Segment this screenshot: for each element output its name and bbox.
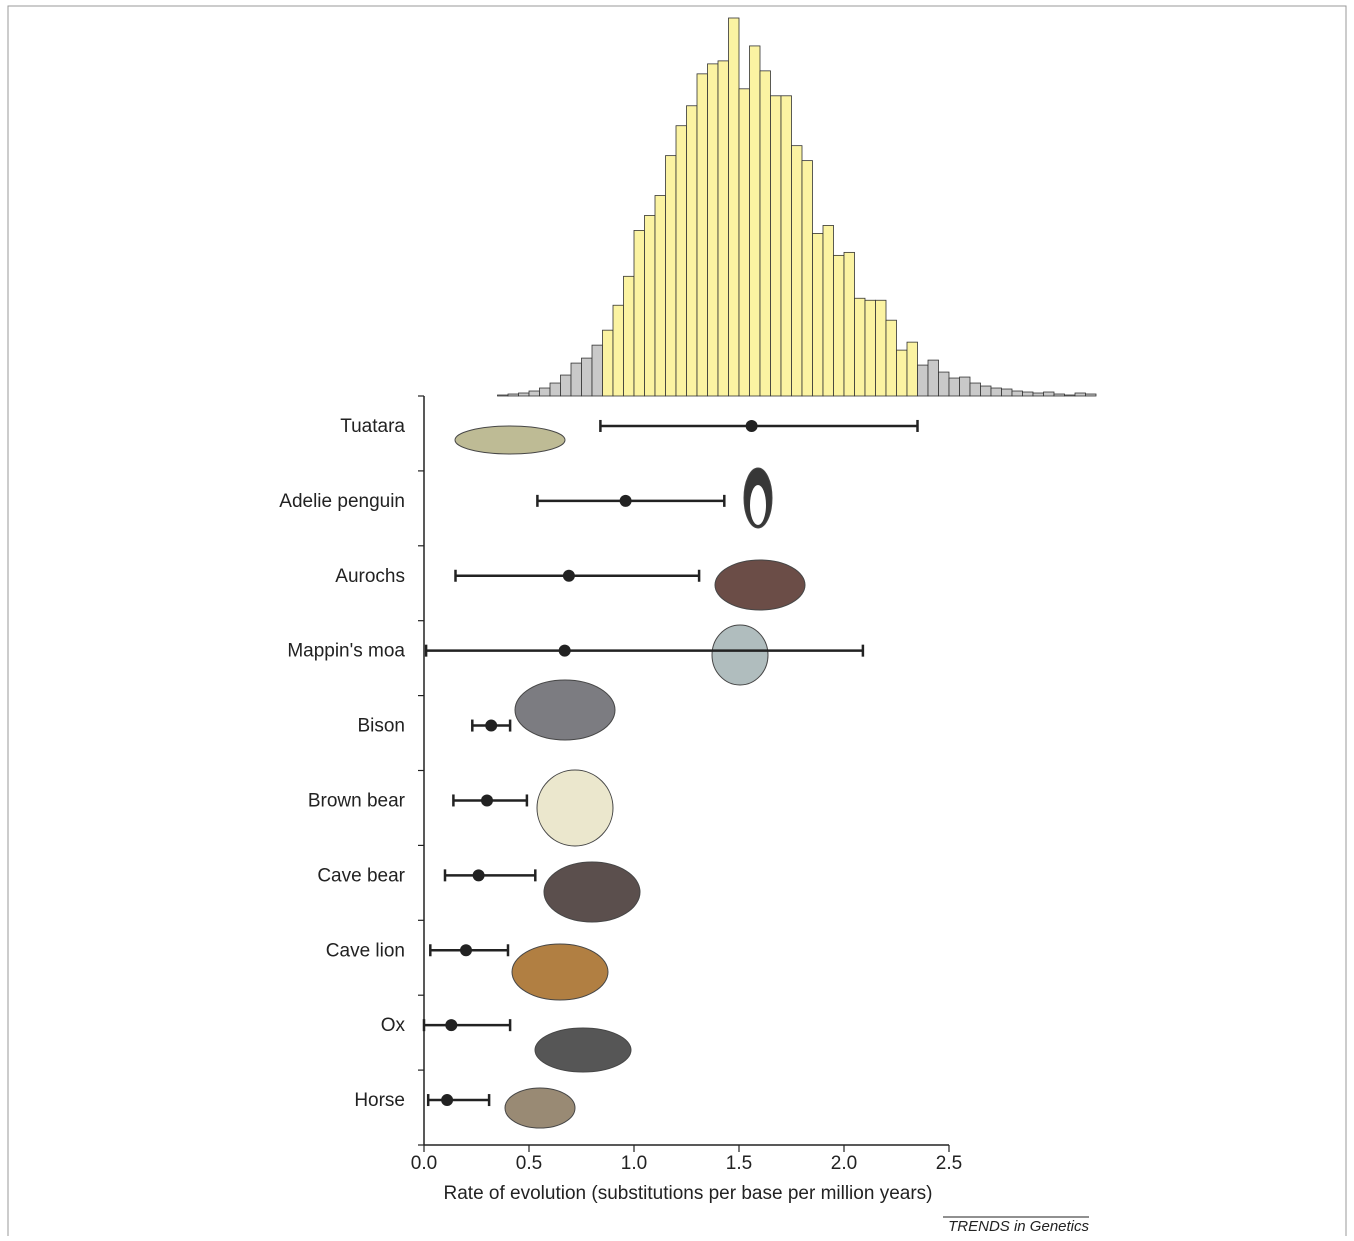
- point: [460, 944, 472, 956]
- point: [746, 420, 758, 432]
- chart: Rate of evolution (substitutions per bas…: [0, 0, 1354, 1236]
- source: TRENDS in Genetics: [948, 1218, 1089, 1235]
- point: [441, 1094, 453, 1106]
- histogram-bar: [844, 252, 855, 396]
- histogram-bar: [739, 89, 750, 396]
- x-axis-label: Rate of evolution (substitutions per bas…: [444, 1183, 933, 1204]
- category-label: Mappin's moa: [287, 641, 405, 662]
- histogram-bar: [529, 391, 540, 396]
- histogram-bar: [802, 161, 813, 396]
- category-label: Horse: [354, 1090, 405, 1111]
- histogram-bar: [960, 377, 971, 396]
- histogram-bar: [949, 378, 960, 396]
- histogram-bar: [582, 358, 593, 396]
- histogram-bar: [676, 126, 687, 396]
- histogram-bar: [1075, 393, 1086, 396]
- histogram-bar: [708, 64, 719, 396]
- histogram-bar: [1086, 394, 1097, 396]
- point: [485, 720, 497, 732]
- histogram-bar: [792, 146, 803, 396]
- histogram-bar: [918, 365, 929, 396]
- histogram-bar: [624, 276, 635, 396]
- histogram-bar: [613, 305, 624, 396]
- histogram-bar: [1054, 394, 1065, 396]
- histogram-bar: [550, 383, 561, 396]
- histogram-bar: [519, 393, 530, 396]
- histogram-bar: [666, 156, 677, 396]
- x-tick-label: 2.5: [936, 1153, 962, 1174]
- animal-illustrations: [455, 426, 805, 1128]
- category-label: Adelie penguin: [279, 491, 405, 512]
- category-label: Aurochs: [335, 566, 405, 587]
- x-tick-label: 2.0: [831, 1153, 857, 1174]
- histogram-bar: [760, 71, 771, 396]
- point: [473, 869, 485, 881]
- histogram-bar: [750, 46, 761, 396]
- histogram-bar: [645, 215, 656, 396]
- histogram-bar: [592, 345, 603, 396]
- histogram-bar: [571, 363, 582, 396]
- histogram-bar: [781, 96, 792, 396]
- category-label: Brown bear: [308, 790, 406, 811]
- histogram-bar: [1012, 391, 1023, 396]
- histogram-bar: [823, 225, 834, 396]
- histogram-bar: [655, 196, 666, 396]
- point: [563, 570, 575, 582]
- histogram-bar: [729, 18, 740, 396]
- histogram-bar: [991, 388, 1002, 396]
- histogram-bar: [981, 386, 992, 396]
- histogram-bar: [928, 360, 939, 396]
- histogram-bar: [508, 394, 519, 396]
- category-label: Ox: [381, 1015, 406, 1036]
- histogram-bar: [540, 388, 551, 396]
- histogram-bar: [886, 320, 897, 396]
- point: [481, 794, 493, 806]
- category-label: Bison: [357, 716, 405, 737]
- histogram-bar: [813, 233, 824, 396]
- x-tick-label: 1.0: [621, 1153, 647, 1174]
- histogram-bar: [603, 330, 614, 396]
- histogram-bar: [1044, 392, 1055, 396]
- point: [620, 495, 632, 507]
- histogram-bar: [697, 74, 708, 396]
- histogram-bar: [855, 298, 866, 396]
- histogram-bar: [1033, 393, 1044, 396]
- histogram-bar: [939, 372, 950, 396]
- histogram-bar: [1023, 392, 1034, 396]
- histogram-bar: [897, 350, 908, 396]
- histogram-bar: [1065, 395, 1076, 396]
- histogram-bar: [865, 300, 876, 396]
- point: [445, 1019, 457, 1031]
- category-label: Cave bear: [317, 865, 405, 886]
- histogram-bar: [687, 106, 698, 396]
- histogram-bar: [771, 96, 782, 396]
- histogram-bar: [498, 395, 509, 396]
- histogram-bar: [561, 375, 572, 396]
- histogram-bar: [970, 383, 981, 396]
- histogram-bar: [718, 61, 729, 396]
- histogram-bar: [634, 230, 645, 396]
- x-tick-label: 1.5: [726, 1153, 752, 1174]
- x-tick-label: 0.5: [516, 1153, 542, 1174]
- histogram-bar: [876, 300, 887, 396]
- category-label: Tuatara: [340, 416, 405, 437]
- point: [559, 645, 571, 657]
- histogram-bar: [834, 255, 845, 396]
- histogram-bar: [907, 342, 918, 396]
- category-label: Cave lion: [326, 940, 405, 961]
- histogram-bar: [1002, 389, 1013, 396]
- x-tick-label: 0.0: [411, 1153, 437, 1174]
